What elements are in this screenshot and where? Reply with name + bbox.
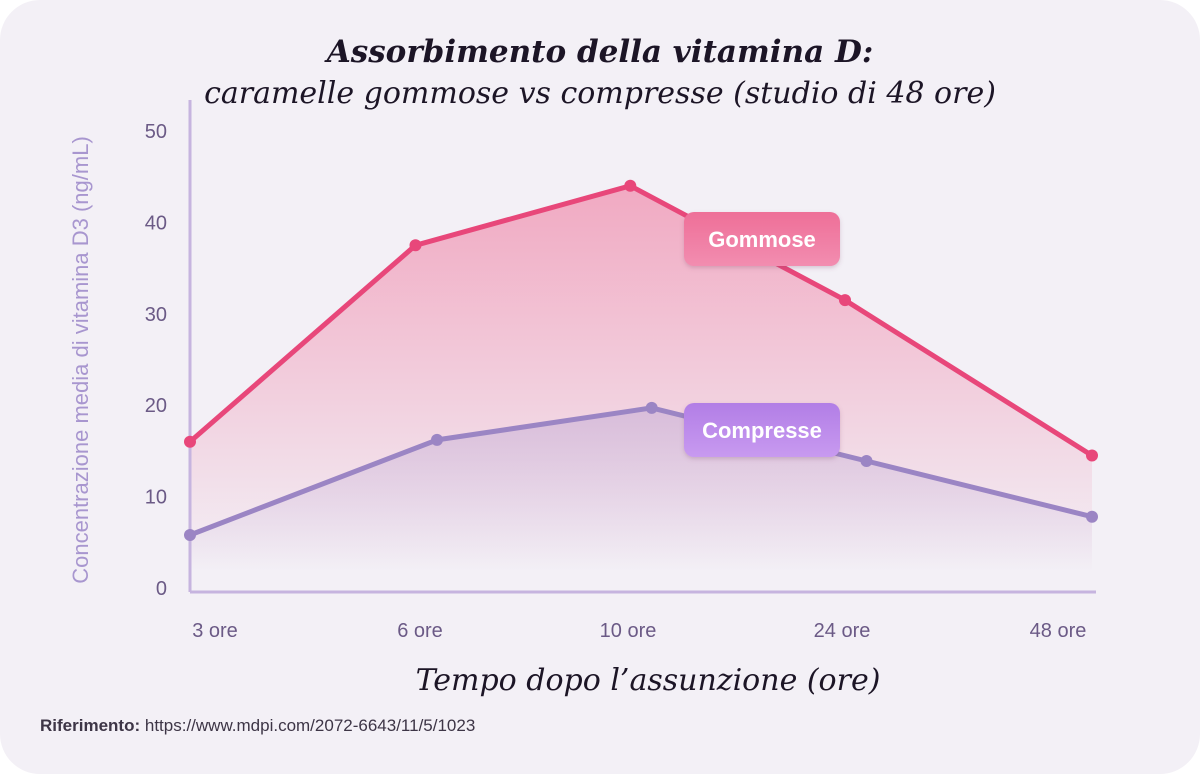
series-label-badge: Compresse bbox=[684, 403, 840, 457]
badge-background bbox=[684, 403, 840, 457]
chart-subtitle: caramelle gommose vs compresse (studio d… bbox=[204, 76, 996, 111]
series-name-label: Compresse bbox=[702, 418, 822, 443]
reference-url[interactable]: https://www.mdpi.com/2072-6643/11/5/1023 bbox=[144, 716, 476, 735]
y-tick-label: 10 bbox=[145, 487, 167, 509]
data-point bbox=[1086, 510, 1098, 523]
data-point bbox=[839, 294, 851, 307]
data-point bbox=[409, 239, 422, 252]
x-tick-label: 6 ore bbox=[397, 620, 443, 642]
y-tick-label: 0 bbox=[156, 578, 167, 600]
x-tick-label: 24 ore bbox=[814, 620, 871, 642]
chart-title: Assorbimento della vitamina D: bbox=[326, 34, 874, 70]
data-point bbox=[431, 433, 443, 446]
data-point bbox=[624, 179, 637, 192]
reference: Riferimento: https://www.mdpi.com/2072-6… bbox=[40, 716, 475, 736]
y-tick-label: 50 bbox=[145, 121, 167, 143]
series-label-badge: Gommose bbox=[684, 212, 840, 266]
y-tick-label: 40 bbox=[145, 212, 167, 234]
data-point bbox=[184, 435, 196, 448]
x-tick-label: 10 ore bbox=[600, 620, 657, 642]
y-tick-label: 30 bbox=[145, 304, 167, 326]
data-point bbox=[645, 401, 658, 414]
y-axis-label: Concentrazione media di vitamina D3 (ng/… bbox=[68, 136, 93, 584]
y-tick-label: 20 bbox=[145, 395, 167, 417]
data-point bbox=[184, 529, 196, 541]
x-tick-label: 3 ore bbox=[192, 620, 238, 642]
data-point bbox=[1086, 449, 1098, 462]
reference-label: Riferimento: bbox=[40, 716, 141, 735]
series-name-label: Gommose bbox=[708, 227, 816, 252]
x-tick-label: 48 ore bbox=[1030, 620, 1087, 642]
data-point bbox=[860, 455, 873, 467]
x-axis-label: Tempo dopo l’assunzione (ore) bbox=[416, 663, 881, 698]
badge-background bbox=[684, 212, 840, 266]
